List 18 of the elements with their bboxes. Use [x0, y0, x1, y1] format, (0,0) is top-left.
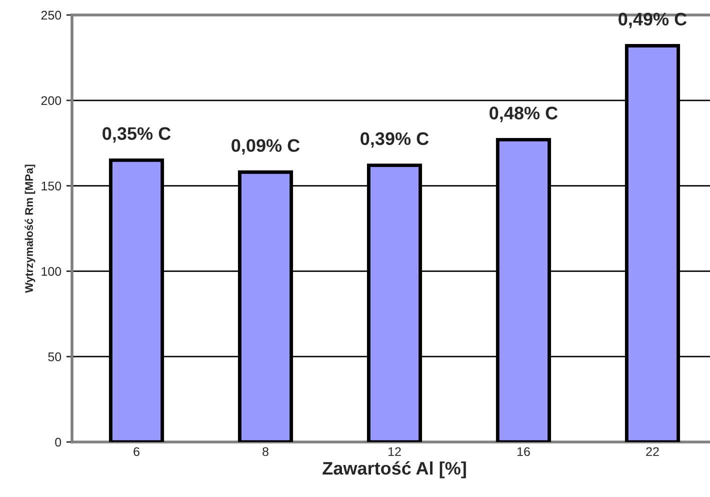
annotation: 0,48% C [490, 106, 558, 122]
annotation: 0,35% C [102, 127, 171, 143]
y-tick-label: 200 [41, 96, 62, 106]
x-tick-label: 16 [518, 447, 530, 456]
y-tick-label: 150 [42, 182, 62, 190]
y-axis-title: Wytrzymałość Rm [MPa] [24, 164, 36, 293]
annotation: 0,49% C [618, 12, 687, 28]
x-axis-title: Zawartość Al [%] [322, 461, 466, 478]
y-tick-label: 100 [42, 267, 62, 276]
x-tick-label: 8 [262, 447, 268, 456]
x-tick-label: 22 [646, 447, 659, 456]
annotation: 0,09% C [232, 139, 300, 155]
y-tick-label: 50 [48, 352, 62, 362]
y-tick-label: 250 [41, 10, 62, 20]
x-tick-label: 6 [134, 447, 140, 456]
x-tick-label: 12 [388, 447, 401, 456]
annotation: 0,39% C [360, 132, 429, 148]
y-tick-label: 0 [55, 438, 62, 447]
